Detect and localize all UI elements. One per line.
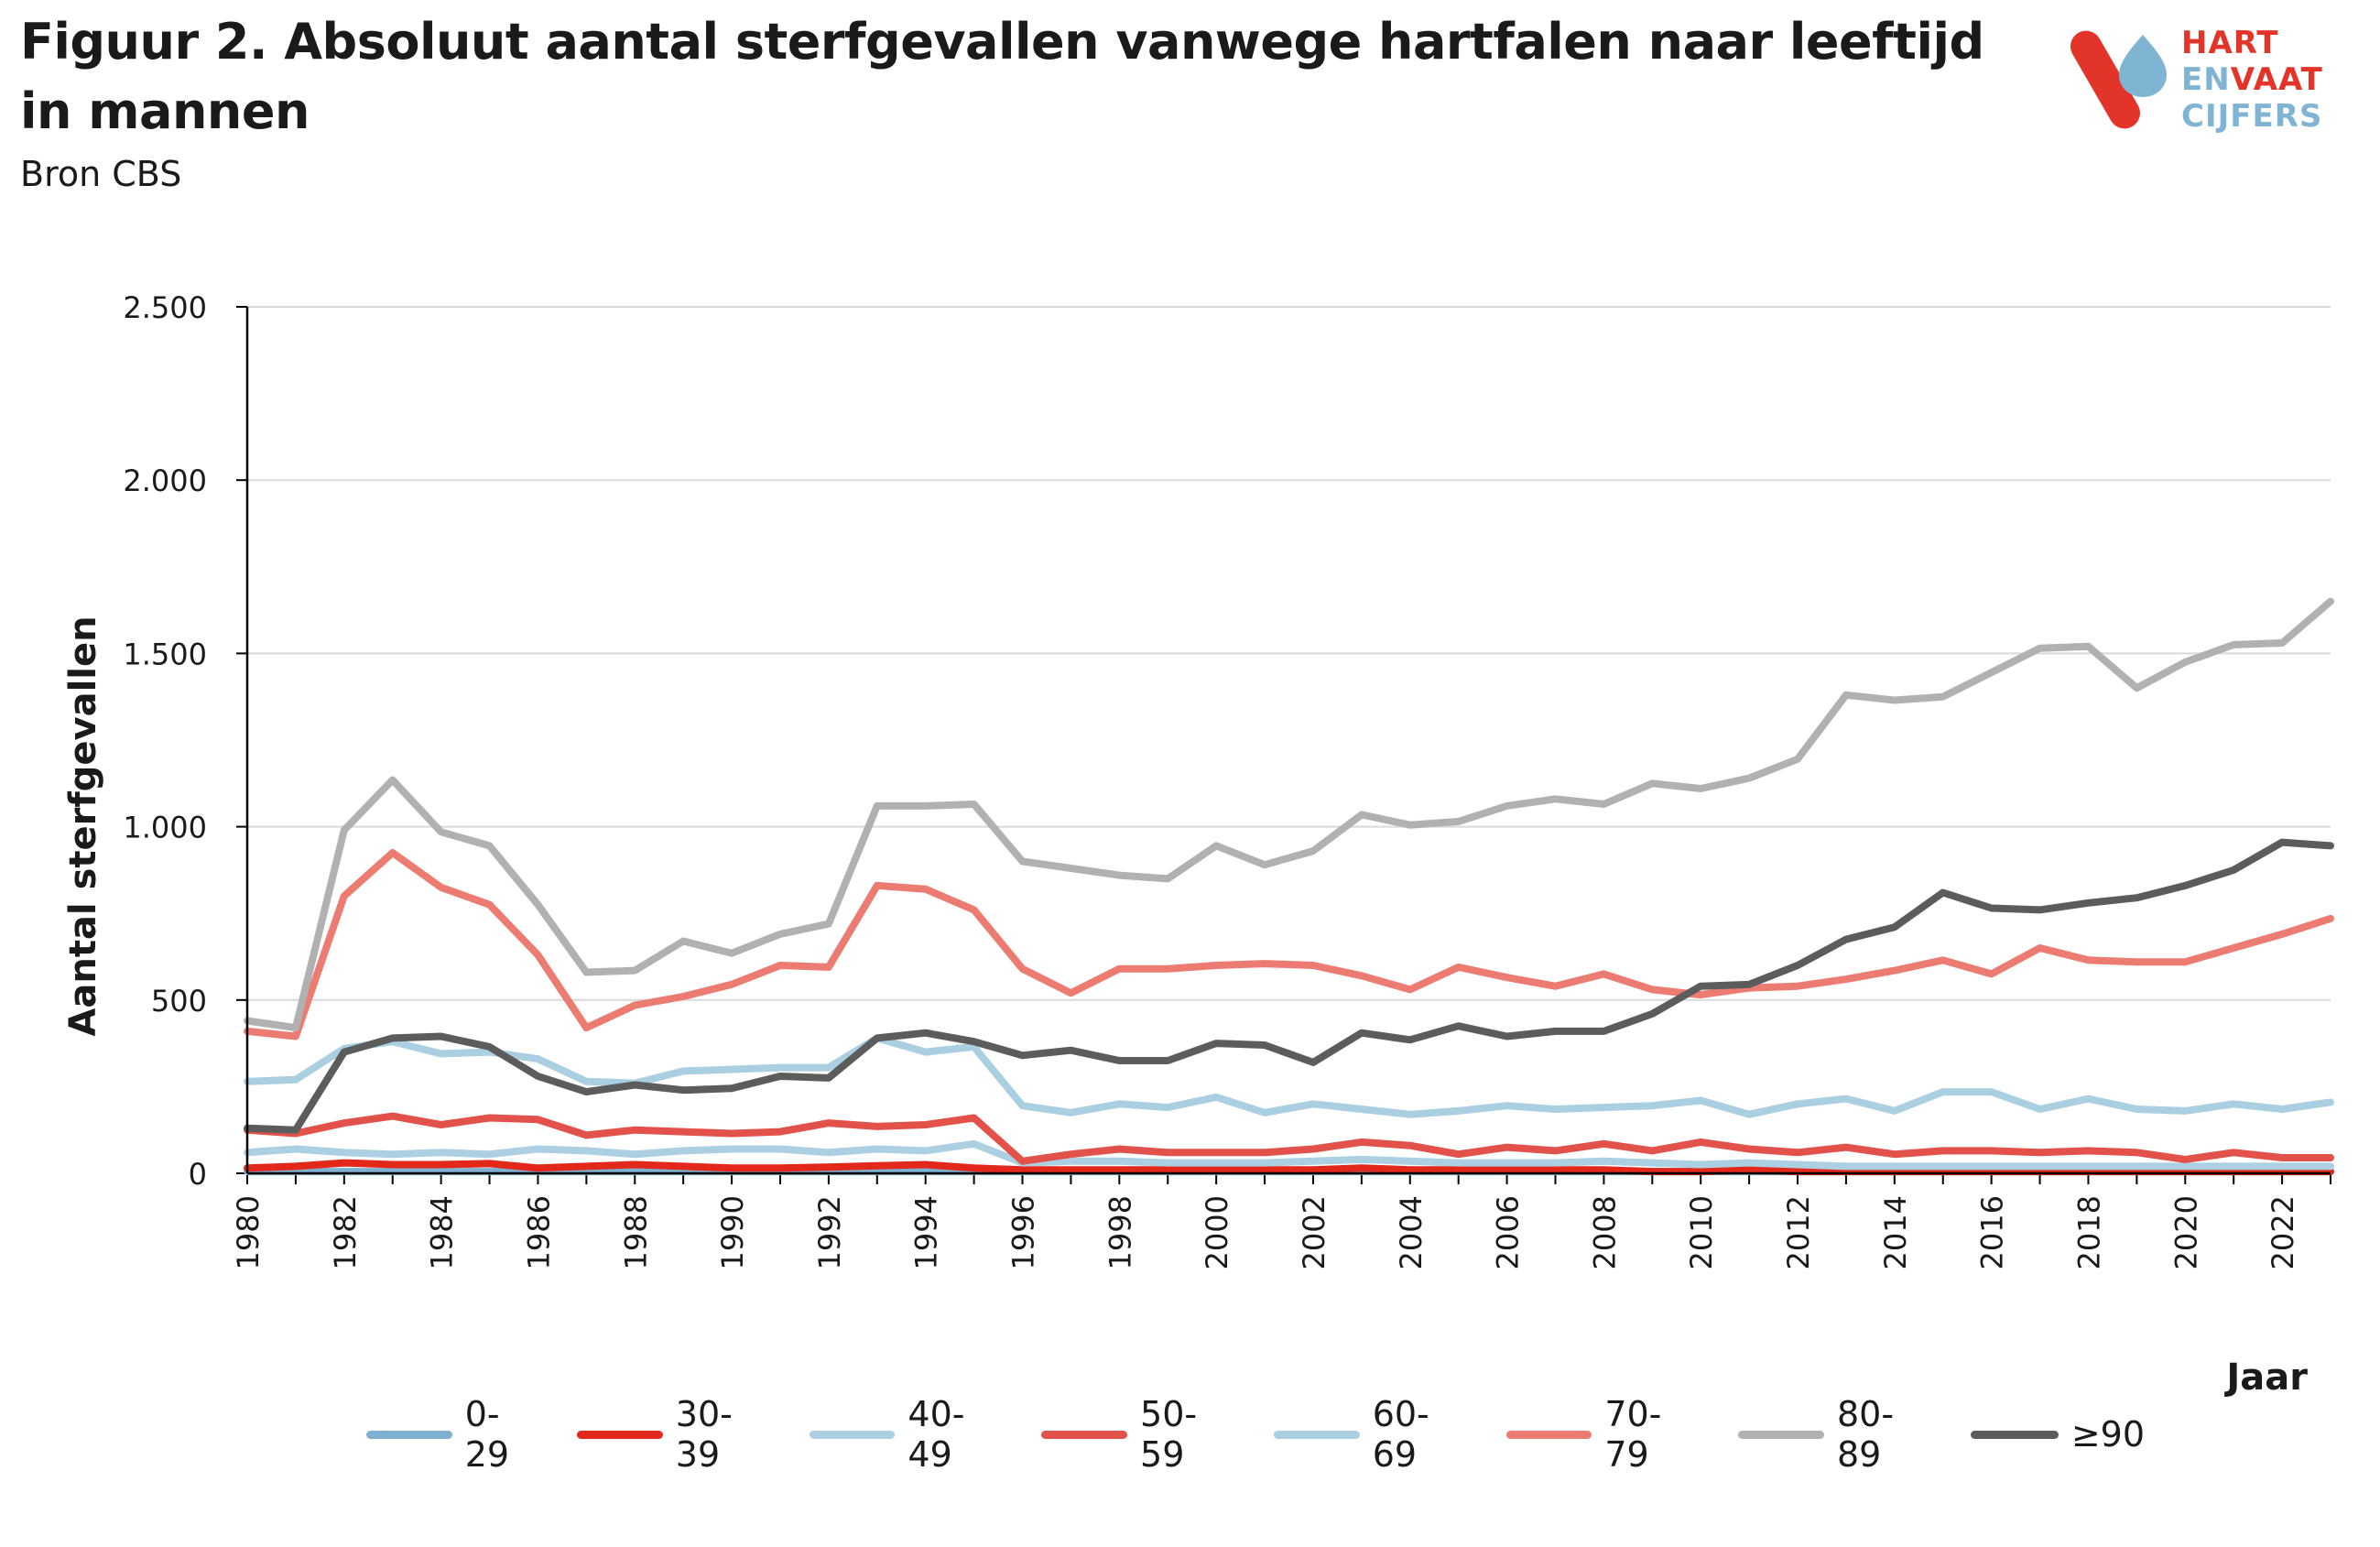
- legend-label: 30-39: [675, 1394, 733, 1475]
- series-line-60-69: [244, 1034, 2334, 1118]
- x-tick-label: 2016: [1975, 1195, 2010, 1269]
- x-tick-label: 2002: [1297, 1195, 1331, 1269]
- x-tick-label: 1980: [231, 1195, 266, 1269]
- y-tick-label: 1.000: [123, 811, 207, 845]
- legend-swatch: [1970, 1430, 2059, 1439]
- legend-item: 70-79: [1505, 1394, 1704, 1475]
- legend-item: 30-39: [576, 1394, 775, 1475]
- legend-item: 0-29: [366, 1394, 542, 1475]
- legend-item: 50-59: [1041, 1394, 1239, 1475]
- legend-swatch: [809, 1430, 896, 1439]
- y-tick-label: 500: [151, 984, 207, 1019]
- legend-swatch: [1738, 1430, 1824, 1439]
- x-tick-label: 1996: [1006, 1195, 1041, 1269]
- x-tick-label: 2012: [1781, 1195, 1816, 1269]
- x-tick-label: 1982: [328, 1195, 363, 1269]
- x-tick-label: 1984: [425, 1195, 460, 1269]
- chart-title: Figuur 2. Absoluut aantal sterfgevallen …: [20, 13, 1984, 140]
- logo-word-en: EN: [2181, 61, 2231, 98]
- legend-swatch: [576, 1430, 663, 1439]
- x-tick-label: 2004: [1394, 1195, 1429, 1269]
- logo-word-vaat: VAAT: [2230, 61, 2323, 98]
- x-tick-label: 1998: [1103, 1195, 1137, 1269]
- legend-label: 0-29: [464, 1394, 510, 1475]
- chart-source: Bron CBS: [20, 154, 182, 194]
- hart-en-vaat-cijfers-logo: HART ENVAAT CIJFERS: [2070, 22, 2363, 141]
- legend-label: 80-89: [1836, 1394, 1895, 1475]
- y-tick-label: 1.500: [123, 637, 207, 671]
- x-axis-ticks: 1980 1982 1984 1986 1988 1990 1992 1994 1996 1998…: [231, 1173, 2331, 1269]
- x-tick-label: 2000: [1200, 1195, 1234, 1269]
- x-tick-label: 1988: [618, 1195, 653, 1269]
- x-tick-label: 1990: [715, 1195, 750, 1269]
- logo-mark-icon: [2070, 30, 2167, 129]
- y-tick-label: 0: [189, 1157, 207, 1192]
- x-tick-label: 2014: [1878, 1195, 1913, 1269]
- logo-word-hart: HART: [2181, 25, 2279, 61]
- x-tick-label: 1994: [909, 1195, 944, 1269]
- x-tick-label: 2006: [1491, 1195, 1526, 1269]
- y-tick-label: 2.000: [123, 463, 207, 498]
- legend-item: 80-89: [1738, 1394, 1936, 1475]
- legend-swatch: [1041, 1430, 1128, 1439]
- legend-item: ≥90: [1970, 1414, 2146, 1454]
- x-tick-label: 1992: [812, 1195, 847, 1269]
- legend-item: 40-49: [809, 1394, 1007, 1475]
- legend-swatch: [366, 1430, 452, 1439]
- legend-label: 40-49: [907, 1394, 965, 1475]
- legend-swatch: [1505, 1430, 1592, 1439]
- y-axis-ticks: 0 500 1.000 1.500 2.000 2.500: [123, 290, 247, 1192]
- x-tick-label: 2018: [2071, 1195, 2106, 1269]
- legend-label: 50-59: [1140, 1394, 1198, 1475]
- axes: [245, 307, 2331, 1175]
- legend-item: 60-69: [1273, 1394, 1472, 1475]
- x-tick-label: 2010: [1684, 1195, 1719, 1269]
- y-axis-label: Aantal sterfgevallen: [62, 616, 104, 1036]
- y-tick-label: 2.500: [123, 290, 207, 325]
- legend-swatch: [1273, 1430, 1360, 1439]
- gridlines: [247, 306, 2331, 1001]
- series-line-70-79: [244, 849, 2334, 1040]
- x-tick-label: 1986: [521, 1195, 556, 1269]
- logo-word-envaat: ENVAAT: [2181, 62, 2323, 97]
- x-axis-label: Jaar: [2223, 1356, 2308, 1399]
- legend-label: 70-79: [1604, 1394, 1662, 1475]
- series-line-50-59: [244, 1112, 2334, 1165]
- x-tick-label: 2022: [2266, 1195, 2300, 1269]
- x-tick-label: 2020: [2168, 1195, 2203, 1269]
- x-tick-label: 2008: [1587, 1195, 1622, 1269]
- legend-label: ≥90: [2070, 1414, 2146, 1454]
- logo-word-cijfers: CIJFERS: [2181, 98, 2323, 135]
- chart-legend: 0-29 30-39 40-49 50-59 60-69 70-79 80-89 ≥90: [366, 1394, 2179, 1475]
- series-line-80-89: [244, 597, 2334, 1032]
- series-line-40-49: [244, 1139, 2334, 1171]
- series-line-≥90: [244, 838, 2334, 1134]
- legend-label: 60-69: [1372, 1394, 1429, 1475]
- series-line-30-39: [244, 1159, 2334, 1176]
- series-lines: [244, 597, 2334, 1176]
